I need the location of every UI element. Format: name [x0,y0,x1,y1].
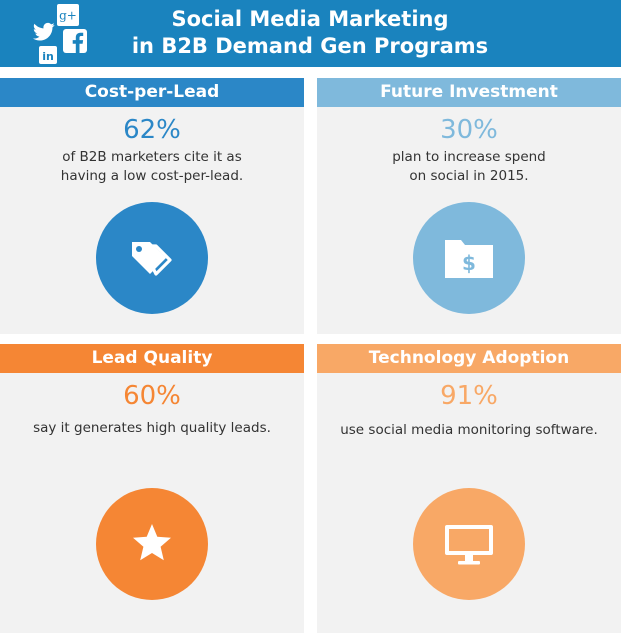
social-icons-cluster: g+ in [33,4,89,64]
panel-title: Lead Quality [0,344,304,373]
star-icon [96,488,208,600]
monitor-icon [413,488,525,600]
panel-title: Cost-per-Lead [0,78,304,107]
title-line-2: in B2B Demand Gen Programs [131,34,489,58]
facebook-icon [63,29,87,53]
twitter-icon [33,22,55,41]
svg-text:in: in [42,50,54,63]
price-tags-icon [96,202,208,314]
dollar-folder-icon: $ [413,202,525,314]
linkedin-icon: in [39,46,57,64]
panel-desc-line-1: plan to increase spend [392,149,546,165]
panel-future-investment: Future Investment 30% plan to increase s… [317,78,621,334]
google-plus-icon: g+ [57,4,79,26]
panel-desc-line-2: on social in 2015. [409,168,529,184]
panel-title: Future Investment [317,78,621,107]
svg-text:$: $ [462,251,476,275]
panel-cost-per-lead: Cost-per-Lead 62% of B2B marketers cite … [0,78,304,334]
panel-percent: 62% [123,115,181,145]
panel-desc-line-1: say it generates high quality leads. [33,420,271,436]
panel-lead-quality: Lead Quality 60% say it generates high q… [0,344,304,633]
header-banner: g+ in Social Media Marketing in B2B Dema… [0,0,621,67]
title-line-1: Social Media Marketing [171,7,449,31]
panel-percent: 30% [440,115,498,145]
panel-percent: 60% [123,381,181,411]
panel-title: Technology Adoption [317,344,621,373]
panel-desc-line-2: having a low cost-per-lead. [60,168,244,184]
panel-desc-line-1: use social media monitoring software. [340,422,598,438]
panel-percent: 91% [440,381,498,411]
panel-desc-line-1: of B2B marketers cite it as [62,149,242,165]
page-title: Social Media Marketing in B2B Demand Gen… [100,6,520,60]
svg-text:g+: g+ [59,9,77,23]
panel-technology-adoption: Technology Adoption 91% use social media… [317,344,621,633]
